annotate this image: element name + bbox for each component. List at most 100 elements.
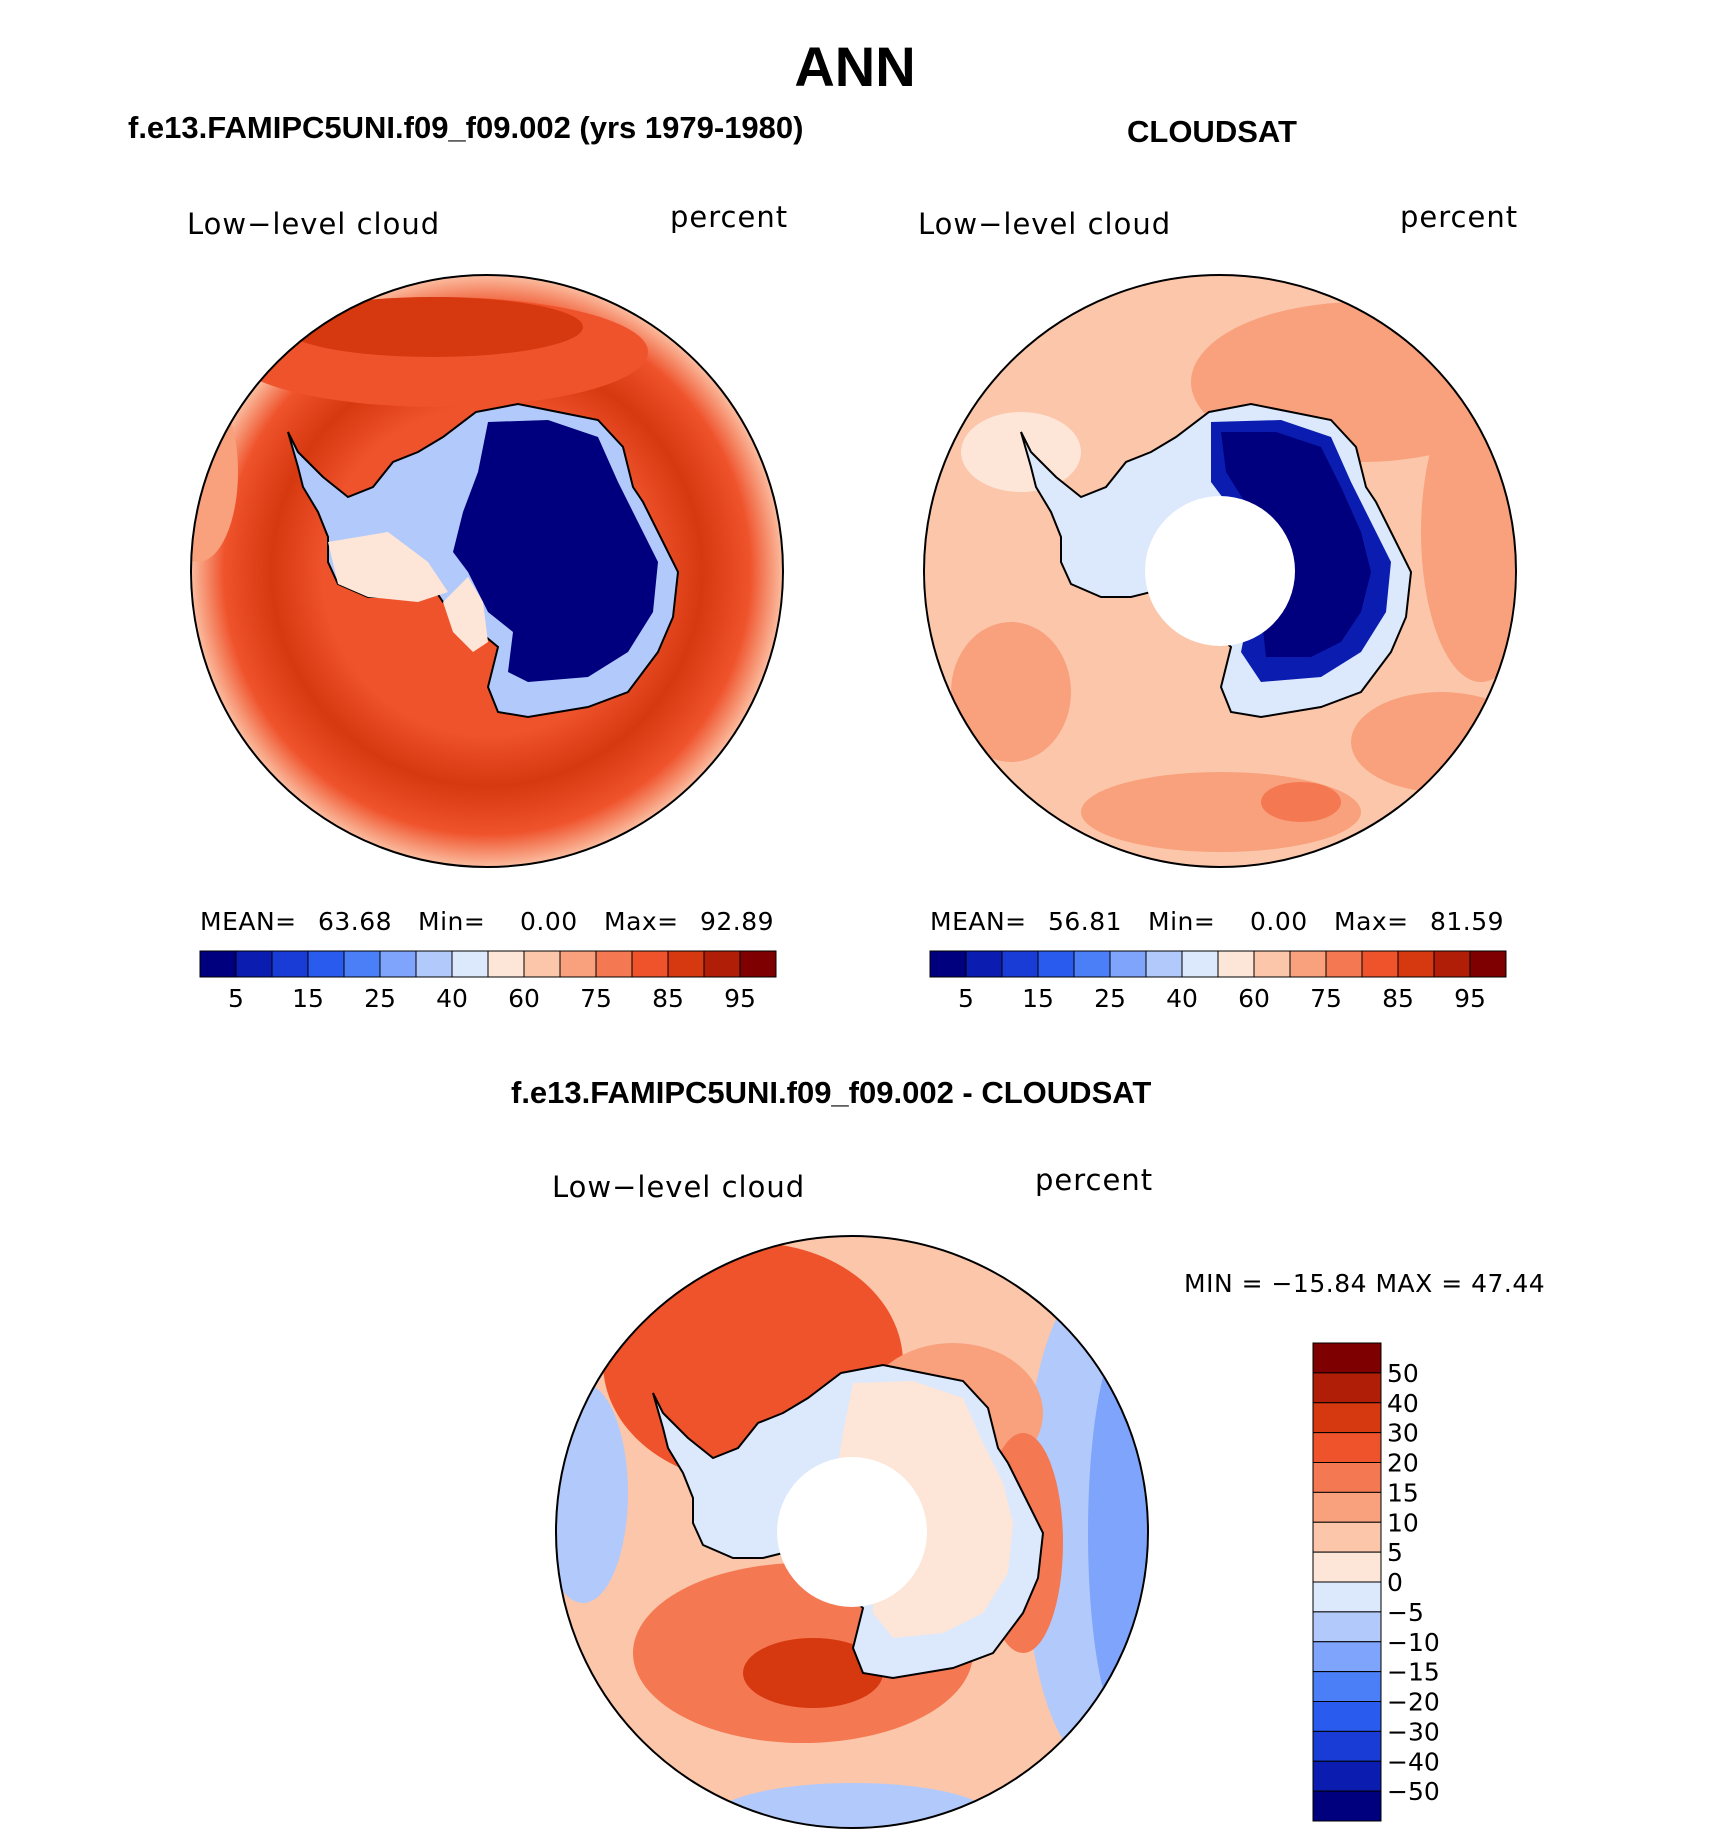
panel-1-colorbar-tick-label: 75 [580, 984, 612, 1013]
panel-3-colorbar-tick-label: −15 [1387, 1658, 1440, 1687]
panel-2-colorbar-swatch [1217, 950, 1255, 978]
panel-1-colorbar-swatch [559, 950, 597, 978]
panel-3-colorbar-tick-label: 0 [1387, 1568, 1403, 1597]
panel-1-colorbar-tick-label: 15 [292, 984, 324, 1013]
panel-1-mean-value: 63.68 [318, 907, 393, 936]
panel-2-colorbar-tick-label: 60 [1238, 984, 1270, 1013]
panel-1-colorbar-swatch [631, 950, 669, 978]
panel-2-colorbar-swatch [1145, 950, 1183, 978]
panel-2-map [923, 274, 1517, 868]
panel-1-colorbar-swatch [667, 950, 705, 978]
panel-2-colorbar-swatch [1289, 950, 1327, 978]
panel-3-colorbar-swatch [1312, 1432, 1382, 1463]
panel-3-colorbar-tick-label: 40 [1387, 1389, 1419, 1418]
panel-3-colorbar-swatch [1312, 1462, 1382, 1493]
panel-3-colorbar-tick-label: 5 [1387, 1538, 1403, 1567]
panel-1-colorbar-swatch [487, 950, 525, 978]
panel-1-colorbar-swatch [451, 950, 489, 978]
panel-2-colorbar-tick-label: 15 [1022, 984, 1054, 1013]
panel-3-colorbar-swatch [1312, 1491, 1382, 1523]
panel-1-colorbar-tick-label: 5 [228, 984, 244, 1013]
panel-2-title: CLOUDSAT [1127, 114, 1297, 149]
panel-1-units: percent [670, 200, 789, 234]
panel-2-colorbar-swatch [1433, 950, 1471, 978]
panel-3-title: f.e13.FAMIPC5UNI.f09_f09.002 - CLOUDSAT [511, 1075, 1152, 1110]
panel-3-colorbar-swatch [1312, 1551, 1382, 1583]
panel-2-colorbar-tick-label: 85 [1382, 984, 1414, 1013]
panel-3-colorbar-tick-label: −50 [1387, 1777, 1440, 1806]
panel-2-mean-label: MEAN= [930, 907, 1027, 936]
panel-2-max-label: Max= [1334, 907, 1409, 936]
panel-2-colorbar-swatch [965, 950, 1003, 978]
panel-3-colorbar-swatch [1312, 1581, 1382, 1613]
panel-1-colorbar-tick-label: 95 [724, 984, 756, 1013]
panel-2-colorbar-tick-label: 5 [958, 984, 974, 1013]
panel-2-max-value: 81.59 [1430, 907, 1505, 936]
panel-1-min-value: 0.00 [520, 907, 578, 936]
panel-2-mean-value: 56.81 [1048, 907, 1123, 936]
panel-1-max-label: Max= [604, 907, 679, 936]
panel-3-colorbar-tick-label: −10 [1387, 1628, 1440, 1657]
panel-3-colorbar-swatch [1312, 1641, 1382, 1673]
panel-1-colorbar-tick-label: 40 [436, 984, 468, 1013]
panel-3-field-label: Low−level cloud [552, 1170, 806, 1204]
panel-2-colorbar-swatch [1325, 950, 1363, 978]
panel-1-colorbar-swatch [703, 950, 741, 978]
panel-2-colorbar-tick-label: 95 [1454, 984, 1486, 1013]
panel-1-colorbar-swatch [595, 950, 633, 978]
panel-1-mean-label: MEAN= [200, 907, 297, 936]
panel-3-colorbar-swatch [1312, 1671, 1382, 1702]
panel-3-colorbar-swatch [1312, 1611, 1382, 1643]
panel-3-colorbar-swatch [1312, 1790, 1382, 1822]
panel-2-colorbar-tick-label: 25 [1094, 984, 1126, 1013]
panel-3-colorbar-swatch [1312, 1521, 1382, 1553]
figure-title: ANN [794, 35, 916, 98]
panel-1-colorbar-swatch [271, 950, 309, 978]
panel-1-map [190, 274, 784, 868]
panel-3-colorbar-tick-label: −30 [1387, 1717, 1440, 1746]
panel-1-max-value: 92.89 [700, 907, 775, 936]
panel-2-colorbar-swatch [1001, 950, 1039, 978]
panel-2-min-label: Min= [1148, 907, 1216, 936]
panel-2-colorbar-swatch [1361, 950, 1399, 978]
panel-3-colorbar-swatch [1312, 1342, 1382, 1374]
panel-1-colorbar-tick-label: 25 [364, 984, 396, 1013]
panel-2-colorbar-tick-label: 40 [1166, 984, 1198, 1013]
panel-2-colorbar-swatch [1181, 950, 1219, 978]
panel-3-colorbar-swatch [1312, 1402, 1382, 1434]
panel-2-colorbar-swatch [1109, 950, 1147, 978]
panel-3-minmax: MIN = −15.84 MAX = 47.44 [1184, 1269, 1546, 1298]
panel-2-colorbar: 5 15 25 40 60 75 85 95 [929, 950, 1507, 1013]
panel-1-colorbar-swatch [343, 950, 381, 978]
panel-1-colorbar-swatch [199, 950, 237, 978]
panel-3-colorbar-swatch [1312, 1701, 1382, 1732]
panel-3-colorbar-swatch [1312, 1372, 1382, 1404]
panel-2-colorbar-swatch [1253, 950, 1291, 978]
panel-2-field-label: Low−level cloud [918, 207, 1172, 241]
panel-1-colorbar-swatch [523, 950, 561, 978]
panel-2-min-value: 0.00 [1250, 907, 1308, 936]
panel-3-colorbar-tick-label: 20 [1387, 1449, 1419, 1478]
panel-3-colorbar-swatch [1312, 1730, 1382, 1762]
panel-3-colorbar-swatch [1312, 1760, 1382, 1792]
panel-3-colorbar-tick-label: −40 [1387, 1747, 1440, 1776]
panel-1-title: f.e13.FAMIPC5UNI.f09_f09.002 (yrs 1979-1… [128, 110, 804, 145]
panel-1-colorbar-swatch [415, 950, 453, 978]
panel-2-colorbar-swatch [1073, 950, 1111, 978]
panel-1-field-label: Low−level cloud [187, 207, 441, 241]
panel-2-colorbar-swatch [1037, 950, 1075, 978]
panel-1-colorbar-swatch [379, 950, 417, 978]
panel-3-colorbar-tick-label: −5 [1387, 1598, 1424, 1627]
panel-1-colorbar-swatch [307, 950, 345, 978]
panel-1-min-label: Min= [418, 907, 486, 936]
panel-3-colorbar-tick-label: 30 [1387, 1419, 1419, 1448]
panel-2-units: percent [1400, 200, 1519, 234]
panel-1-colorbar-tick-label: 85 [652, 984, 684, 1013]
panel-1-colorbar-swatch [235, 950, 273, 978]
panel-2-colorbar-swatch [1397, 950, 1435, 978]
panel-1-colorbar-swatch [739, 950, 777, 978]
panel-2-colorbar-swatch [929, 950, 967, 978]
panel-2-colorbar-tick-label: 75 [1310, 984, 1342, 1013]
panel-3-colorbar-tick-label: 50 [1387, 1359, 1419, 1388]
